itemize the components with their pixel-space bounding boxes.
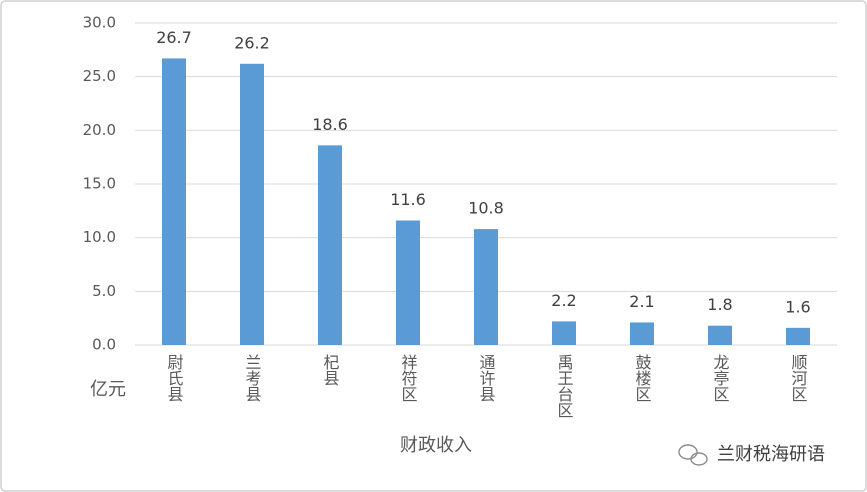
bar <box>786 327 810 345</box>
y-tick-label: 15.0 <box>83 175 116 193</box>
data-label: 26.2 <box>234 33 270 52</box>
watermark-icon <box>678 444 708 466</box>
y-axis-label: 亿元 <box>90 379 126 400</box>
y-tick-label: 30.0 <box>83 14 116 32</box>
data-label: 1.6 <box>785 297 810 316</box>
watermark: 兰财税海研语 <box>717 444 825 465</box>
x-tick-label: 禹王台区 <box>555 354 574 418</box>
data-label: 2.2 <box>551 291 576 310</box>
data-label: 10.8 <box>468 199 504 218</box>
x-tick-label: 龙亭区 <box>711 354 730 402</box>
y-tick-label: 5.0 <box>92 282 116 300</box>
bar <box>240 63 264 345</box>
x-tick-label: 兰考县 <box>243 354 262 402</box>
bar <box>474 229 498 345</box>
bar <box>552 321 576 345</box>
data-label: 2.1 <box>629 292 654 311</box>
bar <box>162 58 186 346</box>
bar <box>318 145 342 345</box>
data-label: 11.6 <box>390 190 426 209</box>
bar <box>396 220 420 345</box>
x-tick-label: 尉氏县 <box>165 354 184 402</box>
data-label: 1.8 <box>707 295 732 314</box>
y-tick-label: 20.0 <box>83 121 116 139</box>
y-tick-label: 0.0 <box>92 336 116 354</box>
bar <box>630 322 654 345</box>
x-tick-label: 祥符区 <box>399 354 418 402</box>
data-label: 18.6 <box>312 115 348 134</box>
x-tick-label: 顺河区 <box>789 354 808 402</box>
bar <box>708 325 732 345</box>
x-tick-label: 杞县 <box>321 354 340 386</box>
y-tick-label: 25.0 <box>83 67 116 85</box>
x-tick-label: 通许县 <box>477 354 496 402</box>
y-tick-label: 10.0 <box>83 228 116 246</box>
data-label: 26.7 <box>156 28 192 47</box>
x-axis-label: 财政收入 <box>400 435 472 456</box>
x-tick-label: 鼓楼区 <box>633 354 652 402</box>
